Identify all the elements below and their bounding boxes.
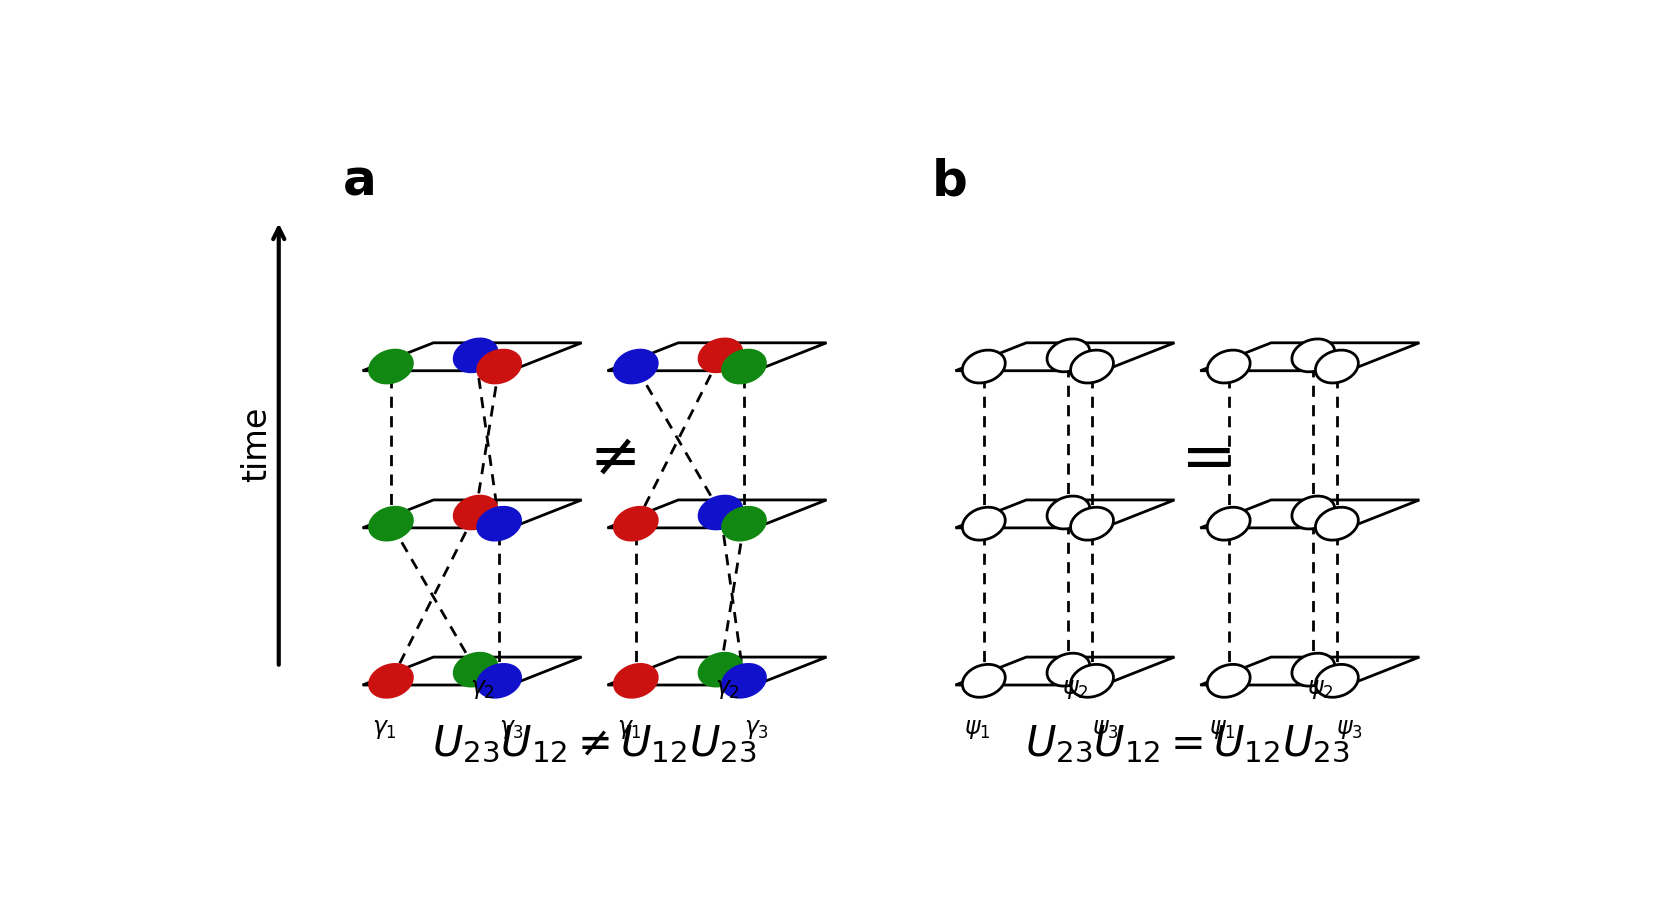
Ellipse shape (1048, 653, 1089, 686)
Text: $\gamma_3$: $\gamma_3$ (499, 717, 524, 741)
Ellipse shape (1207, 350, 1251, 383)
Ellipse shape (1292, 339, 1335, 372)
Text: $\neq$: $\neq$ (579, 428, 637, 488)
Ellipse shape (454, 496, 497, 529)
Ellipse shape (477, 507, 521, 541)
Ellipse shape (698, 653, 742, 686)
Ellipse shape (698, 496, 742, 529)
Ellipse shape (1292, 496, 1335, 529)
Ellipse shape (614, 664, 657, 697)
Text: $\gamma_2$: $\gamma_2$ (469, 677, 494, 700)
Ellipse shape (1071, 664, 1114, 697)
Text: $\psi_1$: $\psi_1$ (1209, 717, 1236, 741)
Ellipse shape (1315, 507, 1359, 541)
Text: $\gamma_2$: $\gamma_2$ (715, 677, 740, 700)
Text: $\gamma_3$: $\gamma_3$ (745, 717, 770, 741)
Text: time: time (241, 406, 273, 482)
Ellipse shape (722, 350, 765, 383)
Ellipse shape (1207, 507, 1251, 541)
Ellipse shape (369, 664, 412, 697)
Ellipse shape (963, 350, 1004, 383)
Text: a: a (343, 158, 378, 206)
Ellipse shape (614, 350, 657, 383)
Text: $\psi_1$: $\psi_1$ (965, 717, 991, 741)
Ellipse shape (614, 507, 657, 541)
Text: $\psi_2$: $\psi_2$ (1307, 677, 1334, 700)
Ellipse shape (1071, 350, 1114, 383)
Text: $\gamma_1$: $\gamma_1$ (373, 717, 397, 741)
Text: $=$: $=$ (1169, 425, 1232, 491)
Text: $\psi_3$: $\psi_3$ (1091, 717, 1118, 741)
Ellipse shape (963, 664, 1004, 697)
Ellipse shape (698, 339, 742, 372)
Ellipse shape (477, 350, 521, 383)
Ellipse shape (454, 339, 497, 372)
Text: $\gamma_1$: $\gamma_1$ (617, 717, 642, 741)
Text: $\psi_2$: $\psi_2$ (1061, 677, 1088, 700)
Ellipse shape (1292, 653, 1335, 686)
Ellipse shape (1207, 664, 1251, 697)
Ellipse shape (963, 507, 1004, 541)
Ellipse shape (1048, 339, 1089, 372)
Text: $U_{23}U_{12} \neq U_{12}U_{23}$: $U_{23}U_{12} \neq U_{12}U_{23}$ (432, 724, 757, 766)
Ellipse shape (722, 507, 765, 541)
Ellipse shape (1315, 350, 1359, 383)
Text: $U_{23}U_{12} = U_{12}U_{23}$: $U_{23}U_{12} = U_{12}U_{23}$ (1024, 724, 1350, 766)
Ellipse shape (1315, 664, 1359, 697)
Ellipse shape (1071, 507, 1114, 541)
Ellipse shape (369, 507, 412, 541)
Ellipse shape (369, 350, 412, 383)
Text: b: b (933, 158, 968, 206)
Ellipse shape (454, 653, 497, 686)
Ellipse shape (722, 664, 765, 697)
Text: $\psi_3$: $\psi_3$ (1337, 717, 1364, 741)
Ellipse shape (1048, 496, 1089, 529)
Ellipse shape (477, 664, 521, 697)
